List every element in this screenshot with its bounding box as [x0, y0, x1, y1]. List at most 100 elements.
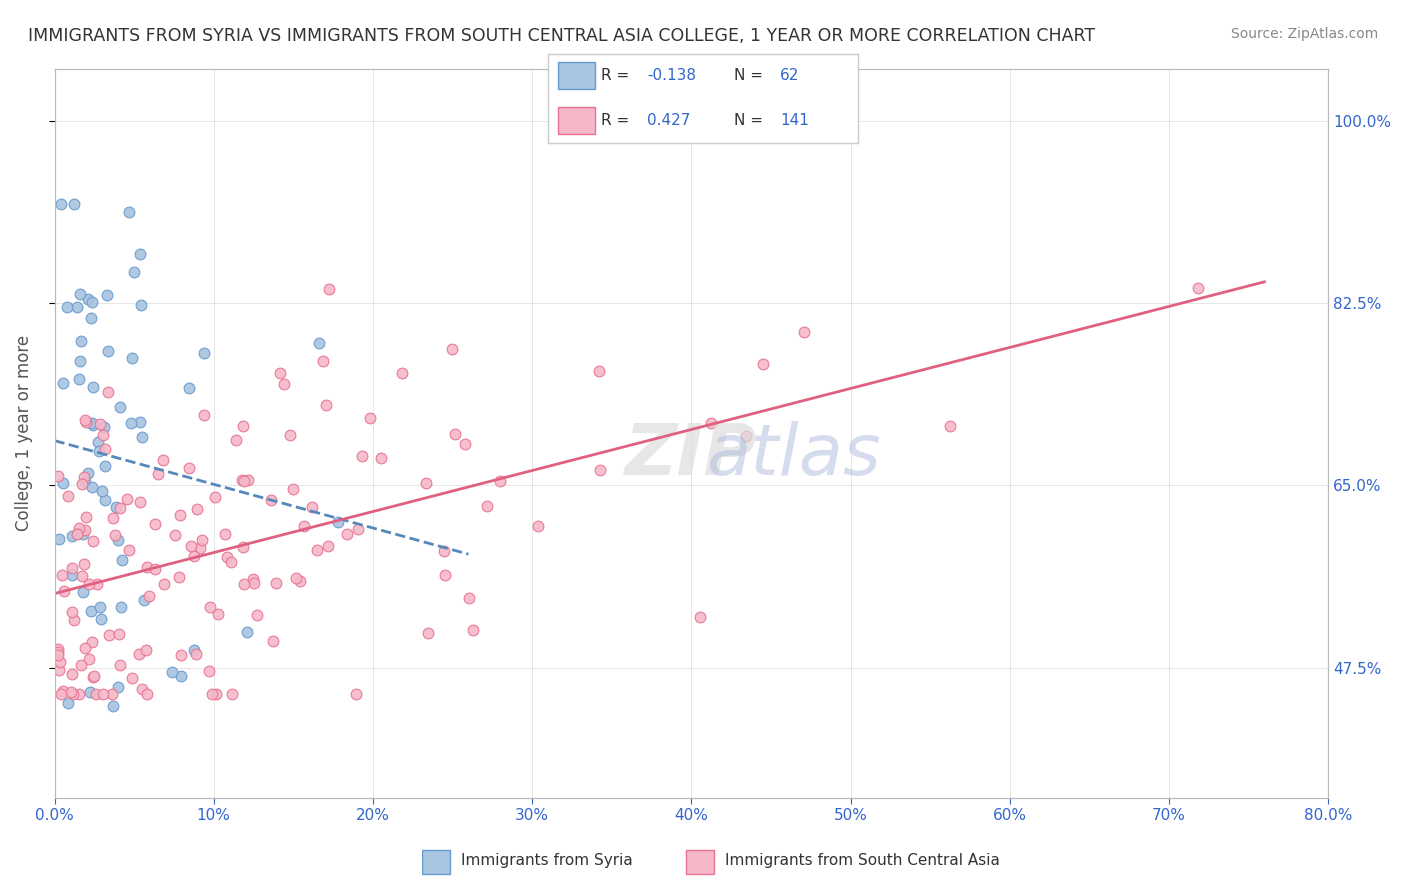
Point	[231, 473, 253, 487]
Point	[700, 416, 723, 430]
Point	[83, 668, 105, 682]
Text: N =: N =	[734, 69, 768, 83]
Point	[588, 364, 610, 378]
Point	[51, 567, 73, 582]
Point	[91, 687, 114, 701]
Point	[122, 265, 145, 279]
Point	[128, 647, 150, 661]
Point	[131, 681, 153, 696]
Point	[326, 515, 349, 529]
Point	[56, 489, 79, 503]
Text: IMMIGRANTS FROM SYRIA VS IMMIGRANTS FROM SOUTH CENTRAL ASIA COLLEGE, 1 YEAR OR M: IMMIGRANTS FROM SYRIA VS IMMIGRANTS FROM…	[28, 27, 1095, 45]
Point	[316, 540, 339, 554]
Text: 0.427: 0.427	[647, 113, 690, 128]
Point	[120, 417, 142, 431]
Point	[285, 572, 308, 586]
Point	[67, 521, 90, 535]
Point	[264, 575, 287, 590]
Point	[301, 500, 323, 515]
Point	[160, 665, 183, 680]
Point	[243, 576, 266, 591]
Point	[72, 477, 94, 491]
Point	[180, 539, 202, 553]
Point	[49, 655, 72, 669]
Point	[198, 600, 221, 615]
Point	[170, 648, 193, 663]
Point	[104, 528, 127, 542]
Point	[67, 687, 90, 701]
Point	[315, 398, 337, 412]
Point	[60, 684, 83, 698]
Point	[52, 476, 75, 491]
Text: Source: ZipAtlas.com: Source: ZipAtlas.com	[1230, 27, 1378, 41]
Point	[60, 667, 83, 681]
Point	[350, 450, 373, 464]
Point	[107, 533, 129, 548]
Point	[177, 381, 200, 395]
Point	[97, 344, 120, 359]
Point	[188, 541, 211, 556]
Point	[215, 550, 238, 565]
Bar	[558, 107, 595, 134]
Point	[233, 475, 256, 489]
Point	[128, 415, 150, 429]
Point	[75, 510, 97, 524]
Point	[132, 592, 155, 607]
Point	[143, 562, 166, 576]
Point	[103, 698, 125, 713]
Point	[66, 527, 89, 541]
Point	[128, 495, 150, 509]
Point	[260, 493, 283, 508]
Text: -0.138: -0.138	[647, 69, 696, 83]
Point	[170, 668, 193, 682]
Point	[201, 687, 224, 701]
Point	[190, 533, 212, 548]
Bar	[422, 849, 450, 874]
Point	[292, 519, 315, 533]
Point	[46, 648, 69, 662]
Bar	[686, 849, 714, 874]
Point	[416, 625, 439, 640]
Point	[94, 442, 117, 456]
Point	[52, 683, 75, 698]
Point	[48, 469, 70, 483]
Text: Immigrants from South Central Asia: Immigrants from South Central Asia	[725, 854, 1001, 868]
Point	[73, 523, 96, 537]
Point	[689, 609, 711, 624]
Point	[75, 641, 97, 656]
Point	[370, 451, 392, 466]
Point	[66, 300, 89, 314]
Point	[221, 687, 243, 701]
Point	[69, 354, 91, 368]
Point	[80, 604, 103, 618]
Point	[193, 346, 215, 360]
Text: R =: R =	[600, 113, 634, 128]
Point	[336, 526, 359, 541]
Point	[193, 408, 215, 422]
Point	[72, 469, 94, 483]
Point	[232, 541, 254, 555]
Point	[60, 567, 83, 582]
Point	[183, 549, 205, 563]
Point	[77, 577, 100, 591]
Point	[52, 376, 75, 390]
Point	[454, 437, 477, 451]
Point	[101, 687, 124, 701]
Point	[49, 197, 72, 211]
Point	[70, 569, 93, 583]
Point	[94, 493, 117, 508]
Point	[527, 519, 550, 533]
Point	[73, 413, 96, 427]
Point	[312, 353, 335, 368]
Point	[82, 294, 104, 309]
Point	[77, 652, 100, 666]
Point	[111, 553, 134, 567]
Point	[60, 605, 83, 619]
Point	[238, 473, 260, 487]
Point	[734, 428, 756, 442]
Point	[346, 522, 368, 536]
Point	[87, 443, 110, 458]
Point	[939, 418, 962, 433]
Text: ZIP: ZIP	[626, 421, 758, 490]
Point	[96, 288, 118, 302]
